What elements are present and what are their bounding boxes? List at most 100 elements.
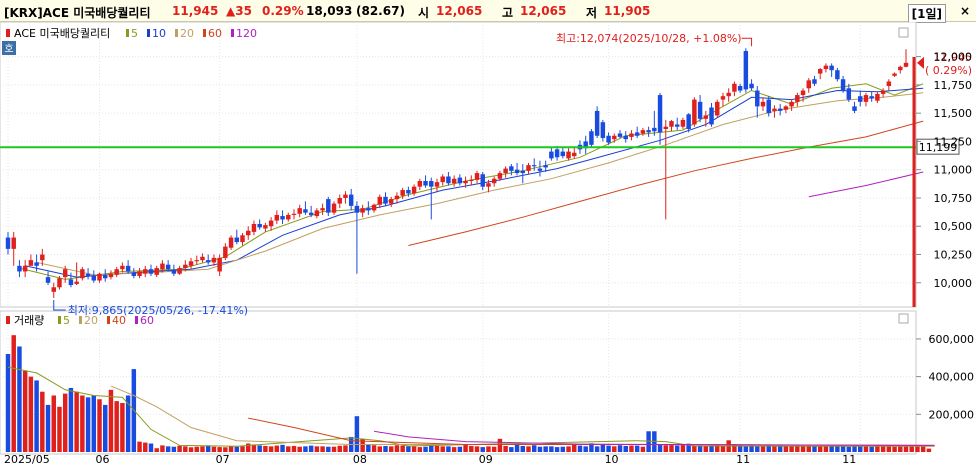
candle-body bbox=[549, 151, 554, 159]
volume-bar bbox=[457, 446, 463, 452]
candle-body bbox=[337, 197, 342, 204]
volume-ma-legend-swatch bbox=[79, 316, 82, 324]
volume-bar bbox=[520, 445, 526, 452]
price-ma-legend-label: 5 bbox=[131, 27, 138, 40]
price-tick-label: 10,750 bbox=[934, 192, 973, 205]
candle-body bbox=[286, 214, 291, 220]
volume-bar bbox=[400, 445, 405, 452]
volume-bar bbox=[755, 446, 760, 452]
price-ma-legend-swatch bbox=[203, 29, 206, 37]
low-arrow bbox=[53, 300, 66, 311]
candle-body bbox=[663, 126, 669, 129]
x-tick-label: 10 bbox=[605, 453, 619, 465]
volume-bar bbox=[411, 446, 417, 452]
candle-body bbox=[898, 66, 903, 71]
volume-bar bbox=[371, 445, 377, 452]
candle-body bbox=[354, 205, 360, 213]
candle-body bbox=[503, 168, 508, 174]
volume-bar bbox=[160, 445, 165, 452]
close-icon[interactable]: × bbox=[959, 4, 970, 18]
candle-body bbox=[125, 265, 131, 272]
side-tag: 호 bbox=[4, 43, 13, 55]
price-legend-marker bbox=[6, 29, 10, 37]
volume-bar bbox=[920, 445, 926, 452]
candle-body bbox=[743, 50, 749, 90]
volume-ma-legend-label: 5 bbox=[63, 314, 70, 327]
volume-bar bbox=[697, 445, 703, 452]
candle-body bbox=[360, 208, 365, 213]
candle-body bbox=[423, 181, 428, 186]
candle-body bbox=[514, 169, 520, 174]
volume-bar bbox=[840, 445, 846, 452]
volume-bar bbox=[211, 446, 217, 452]
volume-bar bbox=[858, 445, 863, 452]
volume-bar bbox=[909, 446, 914, 452]
candle-body bbox=[703, 115, 709, 119]
candle-body bbox=[617, 133, 623, 137]
volume-bar bbox=[91, 395, 97, 452]
volume-bar bbox=[62, 393, 68, 452]
volume-bar bbox=[148, 443, 154, 452]
price-ma-legend-label: 120 bbox=[236, 27, 257, 40]
candle-body bbox=[795, 95, 800, 102]
candle-body bbox=[85, 273, 91, 276]
candle-body bbox=[137, 271, 142, 276]
volume-bar bbox=[709, 445, 714, 452]
volume-bar bbox=[263, 445, 268, 452]
price-ma-legend-swatch bbox=[126, 29, 129, 37]
volume-bar bbox=[240, 446, 245, 452]
volume-bar bbox=[337, 445, 342, 452]
volume-bar bbox=[892, 446, 897, 452]
volume-bar bbox=[108, 389, 114, 452]
candle-body bbox=[606, 135, 611, 143]
volume-bar bbox=[480, 447, 485, 452]
volume-bar bbox=[423, 446, 428, 452]
volume-bar bbox=[852, 445, 857, 452]
candle-body bbox=[114, 269, 119, 275]
volume-bar bbox=[583, 446, 588, 452]
candle-body bbox=[783, 106, 789, 110]
volume-bar bbox=[171, 446, 177, 452]
volume-bar bbox=[406, 446, 411, 452]
candle-body bbox=[228, 237, 234, 248]
x-tick-label: 2025/05 bbox=[4, 453, 50, 465]
hline-label: 11,199 bbox=[919, 141, 958, 154]
volume-bar bbox=[125, 395, 131, 452]
volume-bar bbox=[880, 445, 886, 452]
candle-body bbox=[903, 62, 909, 67]
candle-body bbox=[612, 135, 617, 140]
candle-body bbox=[217, 257, 222, 272]
volume-bar bbox=[463, 444, 468, 452]
volume-bar bbox=[17, 346, 22, 452]
candle-body bbox=[326, 199, 331, 213]
candle-body bbox=[692, 99, 697, 125]
candle-body bbox=[177, 268, 182, 274]
volume-bar bbox=[308, 445, 314, 452]
candle-body bbox=[45, 277, 51, 283]
volume-bar bbox=[566, 446, 571, 452]
volume-bar bbox=[743, 445, 749, 452]
candle-body bbox=[320, 208, 325, 211]
candle-body bbox=[686, 114, 691, 129]
volume-bar bbox=[646, 431, 651, 452]
volume: 18,093 bbox=[306, 4, 353, 18]
volume-ma-60-line bbox=[374, 430, 935, 446]
volume-bar bbox=[829, 445, 834, 452]
candle-body bbox=[560, 151, 566, 157]
volume-bar bbox=[366, 444, 371, 452]
volume-bar bbox=[85, 397, 91, 452]
price-panel bbox=[0, 22, 917, 308]
period-selector[interactable]: [1일] bbox=[907, 4, 946, 23]
volume-bar bbox=[331, 446, 337, 452]
candle-body bbox=[366, 208, 371, 211]
candle-body bbox=[800, 90, 806, 96]
candle-body bbox=[171, 270, 177, 274]
volume-bar bbox=[114, 401, 119, 452]
volume-bar bbox=[812, 445, 817, 452]
candle-body bbox=[314, 210, 320, 217]
current-price-label: 11,945 bbox=[934, 51, 973, 64]
volume-bar bbox=[737, 445, 743, 452]
candle-body bbox=[531, 165, 537, 167]
hline-label-box bbox=[916, 138, 960, 155]
panel-close-icon bbox=[898, 27, 909, 38]
